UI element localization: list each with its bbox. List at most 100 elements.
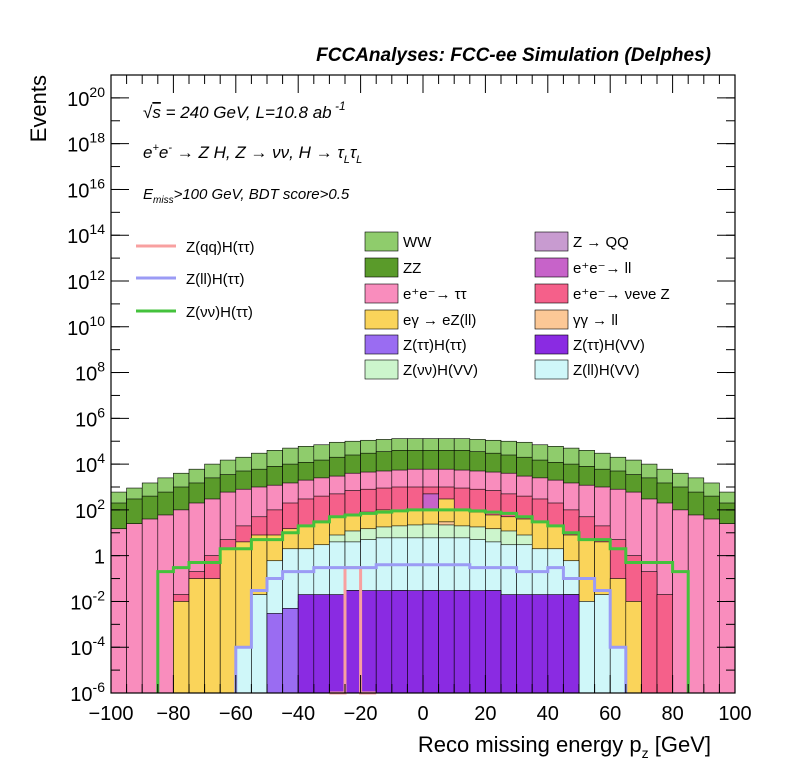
chart-title: FCCAnalyses: FCC-ee Simulation (Delphes) <box>316 45 711 66</box>
legend-swatch-z-h-vv- <box>534 334 569 355</box>
y-tick-label: 106 <box>75 404 105 431</box>
bar-z-h-vv- <box>547 594 564 694</box>
x-tick-label: 60 <box>599 703 621 725</box>
y-tick-label: 1014 <box>67 221 105 248</box>
x-tick-label: 80 <box>661 703 683 725</box>
y-tick-label: 10-2 <box>70 587 105 614</box>
bar-z-h-vv- <box>407 590 424 694</box>
plot-area: −100 −80 −60 −40 −20 0 20 40 60 80 100 10-6 10-4 10-2… <box>67 74 752 725</box>
legend-label-z-qq: Z → QQ <box>573 234 629 251</box>
bar-e-ez-ll- <box>188 578 205 694</box>
legend-swatch-e-e- <box>364 283 399 304</box>
line-z-h- <box>156 508 690 693</box>
bar-e-e- <box>672 509 689 694</box>
legend-label-e-ez-ll-: eγ → eZ(ll) <box>403 312 476 329</box>
legend-label--ll: γγ → ll <box>573 312 618 329</box>
bar-z-h-vv- <box>391 590 408 694</box>
legend-label-z-ll-h-vv-: Z(ll)H(VV) <box>573 362 640 379</box>
bar-z-h-vv- <box>563 594 580 694</box>
legend-label-e-e-: e⁺e⁻→ ττ <box>403 286 467 303</box>
bar-z-h-vv- <box>500 594 517 694</box>
legend-swatch-z-qq <box>534 231 569 252</box>
legend-swatch-e-e-e-e-z <box>534 283 569 304</box>
y-tick-label: 1012 <box>67 267 105 294</box>
y-tick-label: 1018 <box>67 130 105 157</box>
bar-z-h-vv- <box>453 590 471 694</box>
bar-e-e- <box>157 514 174 694</box>
y-tick-label: 1020 <box>67 84 105 111</box>
bar-z-h-vv- <box>438 590 455 694</box>
bar-z-h-vv- <box>344 590 361 694</box>
x-tick-label: 100 <box>718 703 751 725</box>
legend-label-z-h-: Z(ττ)H(ττ) <box>403 337 467 354</box>
legend-label-ww: WW <box>403 234 432 251</box>
bar-e-ez-ll- <box>625 601 642 694</box>
bar-z-h-vv- <box>360 590 377 694</box>
bar-e-ez-ll- <box>204 578 221 694</box>
bar-e-ez-ll- <box>173 601 190 694</box>
legend-label-zz: ZZ <box>403 260 421 277</box>
x-tick-label: −60 <box>219 703 253 725</box>
y-tick-label: 1010 <box>67 313 105 340</box>
bar-z-ll-h-vv- <box>578 601 595 694</box>
y-tick-label: 102 <box>75 496 105 523</box>
y-axis-label: Events <box>26 75 51 142</box>
y-tick-label: 1 <box>94 547 105 569</box>
bar-e-e- <box>687 514 705 694</box>
bar-z-h-vv- <box>375 590 393 694</box>
legend-swatch--ll <box>534 309 569 330</box>
bar-z-h-vv- <box>297 594 315 694</box>
legend: Z(qq)H(ττ) Z(ll)H(ττ) Z(νν)H(ττ) WW ZZ e⁺e⁻→ … <box>136 231 670 380</box>
bar-z-ll-h-vv- <box>609 646 627 694</box>
bar-e-e- <box>719 523 736 694</box>
bar-e-e- <box>703 518 720 694</box>
legend-label-z-h-: Z(νν)H(ττ) <box>186 304 253 321</box>
bar-z-h-vv- <box>531 594 549 694</box>
bar-z-ll-h-vv- <box>594 594 611 694</box>
annotation-energy-lumi: √s = 240 GeV, L=10.8 ab -1 <box>143 99 346 122</box>
legend-swatch-e-e-ll <box>534 257 569 278</box>
x-tick-label: −40 <box>281 703 315 725</box>
bar-e-e- <box>110 528 127 694</box>
bar-z-h-vv- <box>516 594 533 694</box>
y-tick-label: 104 <box>75 450 105 477</box>
x-tick-label: −80 <box>156 703 190 725</box>
x-axis-label: Reco missing energy pz [GeV] <box>418 732 711 761</box>
legend-swatch-ww <box>364 231 399 252</box>
legend-swatch-z-h- <box>364 334 399 355</box>
legend-label-z-ll-h-: Z(ll)H(ττ) <box>186 271 245 288</box>
bar-z-h- <box>282 608 299 694</box>
legend-swatch-zz <box>364 257 399 278</box>
x-tick-label: 40 <box>537 703 559 725</box>
bar-z-h-vv- <box>485 590 502 694</box>
y-tick-label: 10-4 <box>70 633 105 660</box>
bar-z-ll-h-vv- <box>251 594 268 694</box>
annotation-cuts: Emiss>100 GeV, BDT score>0.5 <box>143 186 350 206</box>
bar-e-ez-ll- <box>219 548 237 694</box>
x-tick-label: −20 <box>344 703 378 725</box>
line-z-ll-h- <box>234 563 628 693</box>
y-tick-label: 108 <box>75 359 105 386</box>
bar-z-ll-h-vv- <box>235 646 252 694</box>
bar-z-h-vv- <box>422 590 439 694</box>
bar-z-h-vv- <box>329 594 346 694</box>
legend-label-e-e-ll: e⁺e⁻→ ll <box>573 260 631 277</box>
legend-swatch-z-h-vv- <box>364 359 399 380</box>
legend-swatch-z-ll-h-vv- <box>534 359 569 380</box>
x-tick-label: 0 <box>417 703 428 725</box>
bar-z-h-vv- <box>469 590 486 694</box>
y-tick-label: 1016 <box>67 175 105 202</box>
legend-label-e-e-e-e-z: e⁺e⁻→ νeνe Z <box>573 286 670 303</box>
legend-label-z-h-vv-: Z(νν)H(VV) <box>403 362 478 379</box>
bar-e-e- <box>126 523 143 694</box>
bar-z-h- <box>266 613 283 694</box>
bar-e-e-e-e-z <box>656 594 673 694</box>
bar-e-e-e-e-z <box>641 571 658 694</box>
y-tick-label: 10-6 <box>70 679 105 706</box>
legend-swatch-e-ez-ll- <box>364 309 399 330</box>
legend-label-z-qq-h-: Z(qq)H(ττ) <box>186 239 255 256</box>
bar-e-e- <box>141 518 159 694</box>
annotation-process: e+e- → Z H, Z → νν, H → τLτL <box>143 142 362 166</box>
bar-z-h-vv- <box>313 594 330 694</box>
